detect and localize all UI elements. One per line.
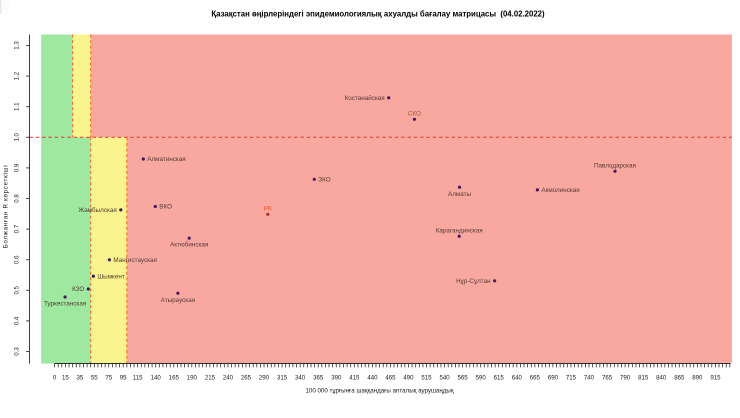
svg-text:765: 765: [602, 374, 613, 381]
svg-text:Алматы: Алматы: [448, 191, 471, 198]
svg-text:0.3: 0.3: [14, 347, 21, 356]
svg-text:790: 790: [620, 374, 631, 381]
svg-text:Павлодарская: Павлодарская: [594, 163, 636, 170]
svg-text:Жамбылская: Жамбылская: [78, 206, 116, 214]
svg-text:515: 515: [421, 374, 432, 381]
svg-text:Туркестанская: Туркестанская: [44, 301, 86, 308]
svg-text:390: 390: [331, 374, 342, 381]
svg-text:55: 55: [91, 374, 98, 381]
svg-text:815: 815: [638, 374, 649, 381]
svg-text:890: 890: [692, 374, 703, 381]
svg-text:Нұр-Сұлтан: Нұр-Сұлтан: [456, 278, 491, 285]
svg-text:Мангистауская: Мангистауская: [113, 257, 157, 264]
svg-text:490: 490: [403, 374, 414, 381]
svg-text:915: 915: [710, 374, 721, 381]
svg-text:0.4: 0.4: [14, 316, 21, 325]
svg-text:Болжанған R көрсеткіші: Болжанған R көрсеткіші: [3, 165, 10, 249]
svg-text:КЗО: КЗО: [72, 286, 84, 293]
svg-text:Карагандинская: Карагандинская: [436, 228, 483, 235]
svg-text:665: 665: [530, 374, 541, 381]
svg-text:240: 240: [223, 374, 234, 381]
svg-text:Акмолинская: Акмолинская: [541, 187, 579, 194]
svg-text:265: 265: [241, 374, 252, 381]
svg-text:0.8: 0.8: [14, 194, 21, 203]
svg-text:0.7: 0.7: [14, 224, 21, 233]
svg-text:540: 540: [440, 374, 451, 381]
svg-text:140: 140: [151, 374, 162, 381]
svg-text:0.6: 0.6: [14, 255, 21, 264]
svg-text:Қазақстан өңірлеріндегі эпидем: Қазақстан өңірлеріндегі эпидемиологиялық…: [211, 10, 545, 19]
svg-text:290: 290: [259, 374, 270, 381]
svg-text:95: 95: [120, 374, 127, 381]
svg-text:440: 440: [367, 374, 378, 381]
svg-text:Костанайская: Костанайская: [345, 94, 385, 102]
svg-text:840: 840: [656, 374, 667, 381]
svg-text:Атырауская: Атырауская: [161, 297, 195, 304]
svg-text:15: 15: [62, 374, 69, 381]
svg-text:0.9: 0.9: [14, 163, 21, 172]
svg-text:465: 465: [385, 374, 396, 381]
svg-text:165: 165: [169, 374, 180, 381]
svg-text:865: 865: [674, 374, 685, 381]
svg-text:СКО: СКО: [408, 111, 421, 118]
svg-text:Шымкент: Шымкент: [97, 273, 124, 280]
svg-text:115: 115: [133, 374, 143, 381]
svg-text:1.0: 1.0: [14, 132, 21, 141]
svg-text:Алматинская: Алматинская: [147, 156, 185, 163]
svg-text:215: 215: [205, 374, 216, 381]
svg-text:590: 590: [476, 374, 487, 381]
svg-text:35: 35: [77, 374, 84, 381]
svg-text:340: 340: [295, 374, 306, 381]
svg-text:615: 615: [494, 374, 505, 381]
svg-text:1.2: 1.2: [14, 71, 21, 80]
svg-text:РК: РК: [264, 206, 272, 213]
svg-text:715: 715: [566, 374, 577, 381]
svg-text:190: 190: [187, 374, 198, 381]
svg-text:0.5: 0.5: [14, 285, 21, 294]
svg-text:640: 640: [512, 374, 523, 381]
svg-text:ВКО: ВКО: [159, 204, 172, 211]
svg-text:100 000 тұрғынға шаққандағы ап: 100 000 тұрғынға шаққандағы апталық ауру…: [305, 388, 453, 395]
svg-text:75: 75: [105, 374, 112, 381]
svg-text:315: 315: [277, 374, 288, 381]
svg-text:365: 365: [313, 374, 324, 381]
svg-text:ЗКО: ЗКО: [318, 176, 330, 183]
svg-text:1.3: 1.3: [14, 41, 21, 50]
svg-text:415: 415: [349, 374, 360, 381]
svg-text:1.1: 1.1: [14, 102, 21, 111]
svg-text:Актюбинская: Актюбинская: [170, 241, 208, 249]
svg-text:565: 565: [458, 374, 469, 381]
svg-text:690: 690: [548, 374, 559, 381]
svg-text:0: 0: [53, 374, 57, 381]
svg-text:740: 740: [584, 374, 595, 381]
